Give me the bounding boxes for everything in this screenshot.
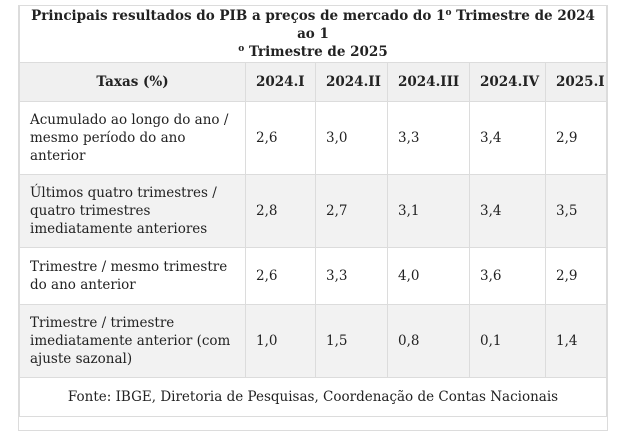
row-label: Últimos quatro trimestres / quatro trime… xyxy=(19,174,246,248)
header-2024-i: 2024.I xyxy=(245,62,316,102)
row-label: Acumulado ao longo do ano / mesmo períod… xyxy=(19,101,246,175)
row-value: 2,6 xyxy=(245,247,316,305)
row-value: 1,5 xyxy=(315,304,388,378)
table-row: Trimestre / trimestre imediatamente ante… xyxy=(19,304,607,378)
header-2024-iii: 2024.III xyxy=(387,62,470,102)
pib-results-table-frame: Principais resultados do PIB a preços de… xyxy=(18,5,608,431)
row-value: 3,3 xyxy=(315,247,388,305)
row-value: 2,6 xyxy=(245,101,316,175)
row-value: 1,4 xyxy=(545,304,607,378)
header-2024-ii: 2024.II xyxy=(315,62,388,102)
row-value: 3,0 xyxy=(315,101,388,175)
table-row: Últimos quatro trimestres / quatro trime… xyxy=(19,174,607,248)
row-label: Trimestre / mesmo trimestre do ano anter… xyxy=(19,247,246,305)
row-value: 3,4 xyxy=(469,101,546,175)
table-title: Principais resultados do PIB a preços de… xyxy=(19,6,607,63)
row-value: 2,8 xyxy=(245,174,316,248)
row-value: 2,7 xyxy=(315,174,388,248)
row-value: 1,0 xyxy=(245,304,316,378)
table-row: Acumulado ao longo do ano / mesmo períod… xyxy=(19,101,607,175)
header-row: Taxas (%) 2024.I 2024.II 2024.III 2024.I… xyxy=(19,62,607,102)
row-value: 0,1 xyxy=(469,304,546,378)
source-note: Fonte: IBGE, Diretoria de Pesquisas, Coo… xyxy=(19,377,607,417)
header-2024-iv: 2024.IV xyxy=(469,62,546,102)
row-value: 3,3 xyxy=(387,101,470,175)
row-value: 3,1 xyxy=(387,174,470,248)
header-2025-i: 2025.I xyxy=(545,62,607,102)
row-value: 2,9 xyxy=(545,101,607,175)
row-value: 4,0 xyxy=(387,247,470,305)
row-value: 3,5 xyxy=(545,174,607,248)
source-row: Fonte: IBGE, Diretoria de Pesquisas, Coo… xyxy=(19,377,607,417)
table-row: Trimestre / mesmo trimestre do ano anter… xyxy=(19,247,607,305)
row-value: 3,6 xyxy=(469,247,546,305)
row-value: 2,9 xyxy=(545,247,607,305)
header-taxas: Taxas (%) xyxy=(19,62,246,102)
row-value: 3,4 xyxy=(469,174,546,248)
row-value: 0,8 xyxy=(387,304,470,378)
row-label: Trimestre / trimestre imediatamente ante… xyxy=(19,304,246,378)
pib-results-table: Principais resultados do PIB a preços de… xyxy=(19,6,607,417)
